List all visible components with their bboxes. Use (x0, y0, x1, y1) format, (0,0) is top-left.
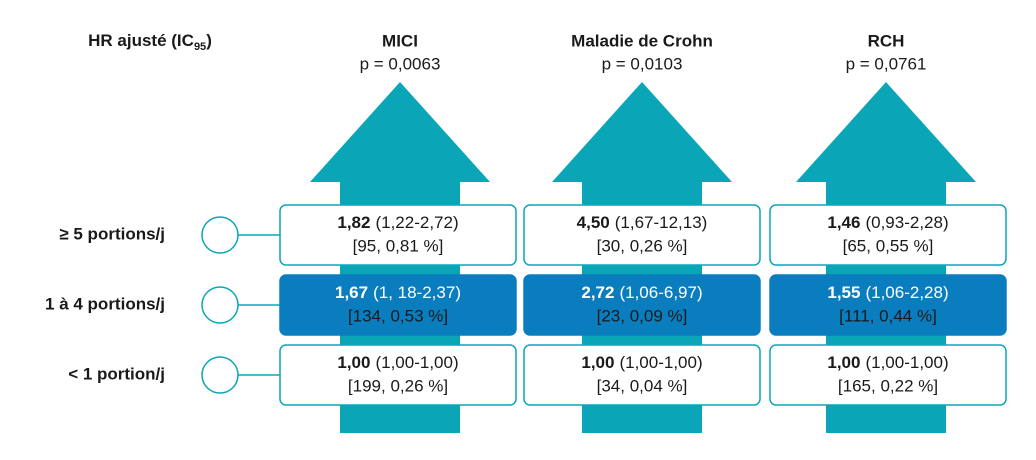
cell-box (279, 274, 517, 336)
column-title: Maladie de Crohn (571, 31, 713, 50)
cell-hr-line: 4,50 (1,67-12,13) (577, 213, 708, 232)
hr-value: 1,67 (335, 283, 368, 302)
hr-value: 1,00 (337, 353, 370, 372)
cell-box (769, 204, 1007, 266)
cell-box (279, 344, 517, 406)
cell-count: [23, 0,09 %] (597, 306, 688, 325)
title-subscript: 95 (194, 41, 206, 53)
p-value: p = 0,0063 (360, 54, 441, 73)
hr-value: 1,00 (827, 353, 860, 372)
row-label: ≥ 5 portions/j (59, 224, 165, 243)
cell-hr-line: 1,00 (1,00-1,00) (827, 353, 948, 372)
p-value: p = 0,0761 (846, 54, 927, 73)
cell-hr-line: 1,82 (1,22-2,72) (337, 213, 458, 232)
title-end: ) (206, 31, 212, 50)
cell-box (523, 274, 761, 336)
hr-value: 1,55 (827, 283, 860, 302)
cell-count: [65, 0,55 %] (843, 236, 934, 255)
title-text: HR ajusté (IC (88, 31, 194, 50)
hr-value: 1,82 (337, 213, 370, 232)
cell-box (769, 274, 1007, 336)
cell-count: [95, 0,81 %] (353, 236, 444, 255)
ci-value: (1,06-6,97) (619, 283, 702, 302)
hr-value: 4,50 (577, 213, 610, 232)
cell-hr-line: 1,67 (1, 18-2,37) (335, 283, 461, 302)
row-marker (201, 286, 239, 324)
hr-value: 2,72 (581, 283, 614, 302)
p-value: p = 0,0103 (602, 54, 683, 73)
row-label: 1 à 4 portions/j (45, 294, 165, 313)
column-title: RCH (868, 31, 905, 50)
cell-count: [165, 0,22 %] (838, 376, 938, 395)
cell-hr-line: 2,72 (1,06-6,97) (581, 283, 702, 302)
cell-count: [134, 0,53 %] (348, 306, 448, 325)
ci-value: (1,00-1,00) (865, 353, 948, 372)
column-title: MICI (382, 31, 418, 50)
row-marker (201, 356, 239, 394)
ci-value: (1,22-2,72) (375, 213, 458, 232)
row-label: < 1 portion/j (68, 364, 165, 383)
ci-value: (1,00-1,00) (375, 353, 458, 372)
hr-value: 1,46 (827, 213, 860, 232)
cell-count: [111, 0,44 %] (839, 306, 937, 325)
ci-value: (1,00-1,00) (619, 353, 702, 372)
cell-hr-line: 1,00 (1,00-1,00) (337, 353, 458, 372)
cell-count: [199, 0,26 %] (348, 376, 448, 395)
cell-box (523, 204, 761, 266)
cell-hr-line: 1,55 (1,06-2,28) (827, 283, 948, 302)
hr-value: 1,00 (581, 353, 614, 372)
header-title: HR ajusté (IC95) (88, 31, 212, 52)
cell-box (523, 344, 761, 406)
ci-value: (0,93-2,28) (865, 213, 948, 232)
cell-hr-line: 1,00 (1,00-1,00) (581, 353, 702, 372)
ci-value: (1,06-2,28) (865, 283, 948, 302)
cell-count: [30, 0,26 %] (597, 236, 688, 255)
row-marker (201, 216, 239, 254)
ci-value: (1,67-12,13) (615, 213, 708, 232)
cell-count: [34, 0,04 %] (597, 376, 688, 395)
cell-box (769, 344, 1007, 406)
ci-value: (1, 18-2,37) (373, 283, 461, 302)
cell-box (279, 204, 517, 266)
cell-hr-line: 1,46 (0,93-2,28) (827, 213, 948, 232)
